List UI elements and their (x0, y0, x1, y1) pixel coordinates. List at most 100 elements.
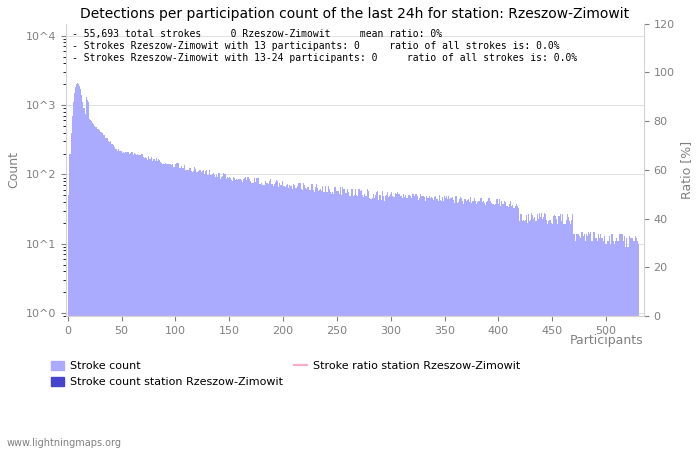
Bar (393, 197, 395, 450)
Bar (522, 221, 523, 450)
Bar (253, 178, 255, 450)
Bar (586, 234, 587, 450)
Bar (414, 196, 415, 450)
Bar (129, 154, 130, 450)
Bar (508, 207, 509, 450)
Bar (178, 163, 179, 450)
Bar (243, 179, 244, 450)
Bar (384, 201, 385, 450)
Bar (600, 234, 601, 450)
Bar (102, 134, 103, 450)
Bar (137, 154, 139, 450)
Bar (404, 197, 405, 450)
Bar (372, 198, 373, 450)
Bar (216, 175, 217, 450)
Bar (590, 232, 592, 450)
Bar (158, 159, 159, 450)
Bar (598, 234, 599, 450)
Bar (145, 157, 146, 450)
Bar (617, 241, 618, 450)
Bar (496, 199, 497, 450)
Bar (514, 208, 515, 450)
Bar (482, 202, 483, 450)
Bar (262, 184, 263, 450)
Bar (109, 142, 111, 450)
Bar (495, 203, 496, 450)
Bar (572, 214, 573, 450)
Bar (319, 190, 320, 450)
Bar (175, 164, 176, 450)
Bar (169, 164, 171, 450)
Bar (183, 165, 185, 450)
Bar (79, 86, 81, 450)
Bar (519, 221, 520, 450)
Bar (636, 238, 637, 450)
Bar (146, 158, 147, 450)
Bar (225, 179, 227, 450)
Bar (545, 214, 546, 450)
Bar (276, 180, 277, 450)
Bar (256, 178, 257, 450)
Bar (402, 198, 403, 450)
Bar (125, 152, 127, 450)
Bar (459, 199, 460, 450)
Bar (172, 164, 173, 450)
Bar (81, 95, 83, 450)
Bar (583, 236, 584, 450)
Bar (90, 120, 91, 450)
Bar (581, 232, 582, 450)
Bar (211, 174, 213, 450)
Bar (395, 194, 397, 450)
Bar (80, 89, 81, 450)
Bar (115, 148, 116, 450)
Bar (601, 238, 602, 450)
Bar (134, 153, 135, 450)
Bar (489, 198, 490, 450)
Bar (389, 196, 390, 450)
Bar (479, 201, 480, 450)
Bar (630, 238, 631, 450)
Bar (582, 232, 583, 450)
Bar (257, 178, 258, 450)
Bar (298, 183, 299, 450)
Bar (359, 189, 360, 450)
Bar (421, 197, 423, 450)
Bar (405, 195, 406, 450)
Bar (483, 201, 484, 450)
Bar (439, 195, 440, 450)
Bar (104, 135, 105, 450)
Bar (356, 195, 357, 450)
Bar (286, 185, 287, 450)
Bar (205, 171, 206, 450)
Bar (174, 167, 175, 450)
Bar (543, 217, 544, 450)
Bar (571, 220, 572, 450)
Bar (204, 174, 205, 450)
Bar (457, 203, 458, 450)
Bar (477, 202, 479, 450)
Bar (144, 158, 145, 450)
Bar (275, 182, 276, 450)
Bar (637, 241, 638, 450)
Bar (188, 170, 189, 450)
Bar (424, 197, 425, 450)
Bar (383, 196, 384, 450)
Bar (103, 135, 104, 450)
Bar (606, 241, 608, 450)
Bar (176, 163, 177, 450)
Bar (232, 181, 233, 450)
Bar (432, 198, 433, 450)
Text: www.lightningmaps.org: www.lightningmaps.org (7, 438, 122, 448)
Bar (218, 173, 219, 450)
Bar (587, 236, 588, 450)
Bar (263, 184, 265, 450)
Bar (369, 198, 370, 450)
Bar (375, 195, 376, 450)
Bar (526, 215, 527, 450)
Bar (470, 197, 471, 450)
Bar (177, 163, 178, 450)
Bar (638, 244, 639, 450)
Bar (249, 179, 251, 450)
Bar (149, 159, 150, 450)
Bar (313, 190, 314, 450)
